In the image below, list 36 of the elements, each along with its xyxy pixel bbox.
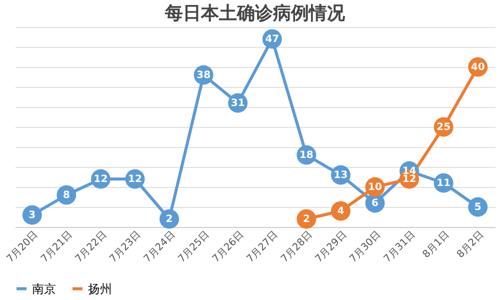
- x-tick-label: 7月28日: [279, 230, 315, 265]
- data-label: 3: [28, 210, 36, 221]
- data-label: 38: [196, 70, 211, 81]
- x-tick-label: 7月20日: [5, 230, 40, 265]
- data-label: 6: [372, 198, 379, 209]
- data-label: 11: [436, 178, 451, 189]
- legend-label: 扬州: [88, 282, 112, 296]
- x-tick-label: 7月27日: [245, 230, 280, 265]
- data-label: 10: [368, 182, 382, 193]
- x-tick-label: 8月2日: [455, 230, 486, 260]
- data-label: 13: [334, 170, 348, 181]
- x-tick-label: 7月26日: [210, 230, 246, 265]
- chart-title: 每日本土确诊病例情况: [164, 3, 346, 24]
- legend-label: 南京: [32, 282, 56, 296]
- data-label: 31: [230, 98, 245, 109]
- data-label: 47: [265, 34, 280, 45]
- data-label: 2: [302, 214, 310, 225]
- x-tick-label: 7月23日: [108, 230, 144, 265]
- data-label: 12: [402, 174, 416, 185]
- x-tick-label: 7月21日: [39, 230, 75, 265]
- data-label: 5: [474, 202, 482, 213]
- x-tick-label: 7月25日: [176, 230, 212, 265]
- x-tick-label: 7月31日: [382, 230, 418, 265]
- data-label: 4: [337, 206, 344, 217]
- data-label: 25: [436, 122, 451, 133]
- x-tick-label: 8月1日: [420, 230, 452, 260]
- x-tick-label: 7月24日: [142, 230, 178, 265]
- x-tick-label: 7月29日: [314, 230, 349, 265]
- data-label: 8: [62, 190, 70, 201]
- data-label: 2: [166, 214, 173, 225]
- x-tick-label: 7月30日: [348, 230, 384, 265]
- data-label: 40: [470, 62, 485, 73]
- data-label: 12: [94, 174, 108, 185]
- x-tick-label: 7月22日: [74, 230, 109, 265]
- data-label: 18: [299, 150, 314, 161]
- data-label: 12: [128, 174, 142, 185]
